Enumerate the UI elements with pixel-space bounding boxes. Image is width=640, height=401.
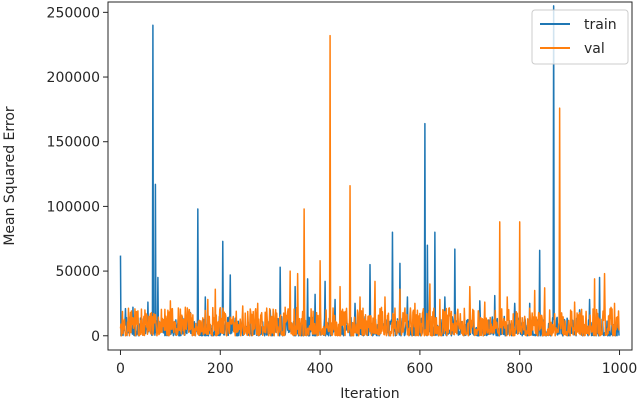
x-tick-label: 600 [407, 361, 434, 377]
y-tick-label: 50000 [55, 264, 100, 280]
y-axis-label: Mean Squared Error [2, 106, 18, 246]
legend-label-val: val [584, 41, 605, 57]
x-tick-label: 1000 [602, 361, 638, 377]
y-tick-label: 150000 [47, 135, 100, 151]
x-axis-ticks: 0 200 400 600 800 1000 [116, 350, 637, 377]
x-tick-label: 0 [116, 361, 125, 377]
y-axis-ticks: 0 50000 100000 150000 200000 250000 [47, 5, 108, 345]
y-tick-label: 100000 [47, 199, 100, 215]
y-tick-label: 200000 [47, 70, 100, 86]
y-tick-label: 250000 [47, 5, 100, 21]
x-tick-label: 200 [207, 361, 234, 377]
series-line-val [119, 34, 620, 337]
legend-label-train: train [584, 17, 617, 33]
plot-frame [107, 1, 633, 351]
x-axis-label: Iteration [340, 386, 399, 401]
x-tick-label: 400 [307, 361, 334, 377]
plot-lines [119, 5, 620, 337]
legend: train val [531, 9, 629, 65]
y-tick-label: 0 [91, 329, 100, 345]
x-tick-label: 800 [506, 361, 533, 377]
